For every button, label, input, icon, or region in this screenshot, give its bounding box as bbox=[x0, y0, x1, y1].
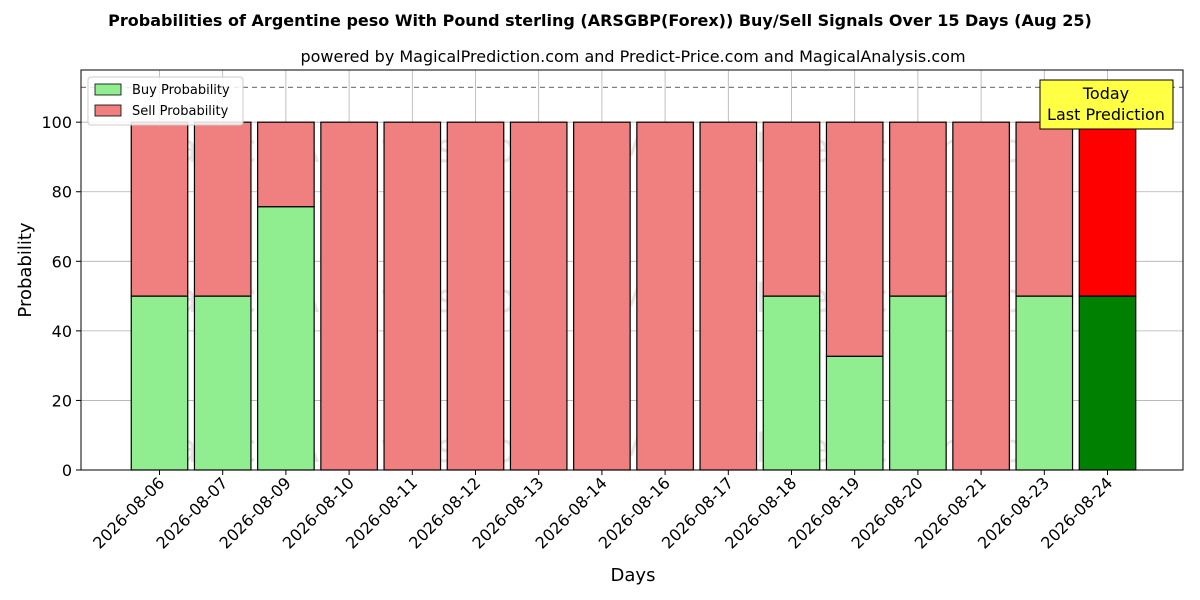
bar-buy bbox=[762, 295, 821, 471]
bars bbox=[130, 121, 1137, 471]
bar-buy bbox=[193, 295, 252, 471]
chart-subtitle: powered by MagicalPrediction.com and Pre… bbox=[300, 47, 965, 66]
legend-frame bbox=[87, 76, 244, 126]
bar-sell bbox=[762, 121, 821, 297]
bar-sell bbox=[130, 121, 189, 297]
chart-title: Probabilities of Argentine peso With Pou… bbox=[108, 11, 1092, 30]
bar-sell bbox=[1078, 121, 1137, 297]
bar-sell bbox=[193, 121, 252, 297]
y-tick-label: 20 bbox=[52, 391, 72, 410]
x-axis: 2026-08-062026-08-072026-08-092026-08-10… bbox=[89, 470, 1116, 553]
y-tick-label: 100 bbox=[41, 113, 72, 132]
y-tick-label: 80 bbox=[52, 183, 72, 202]
bar-sell bbox=[699, 121, 758, 471]
y-tick-label: 0 bbox=[62, 461, 72, 480]
y-axis-label: Probability bbox=[15, 222, 36, 317]
bar-buy bbox=[130, 295, 189, 471]
bar-sell bbox=[320, 121, 378, 471]
y-tick-label: 40 bbox=[52, 322, 72, 341]
legend-swatch-buy bbox=[94, 83, 122, 96]
legend-label-sell: Sell Probability bbox=[132, 104, 229, 119]
legend-label-buy: Buy Probability bbox=[132, 83, 230, 98]
bar-sell bbox=[636, 121, 694, 471]
y-tick-label: 60 bbox=[52, 252, 72, 271]
x-axis-label: Days bbox=[611, 565, 656, 586]
bar-sell bbox=[573, 121, 631, 471]
today-annotation: Today Last Prediction bbox=[1039, 79, 1174, 130]
bar-sell bbox=[825, 121, 884, 357]
bar-sell bbox=[446, 121, 505, 471]
plot-frame bbox=[80, 69, 1184, 471]
bar-sell bbox=[1015, 121, 1074, 297]
bar-sell bbox=[889, 121, 947, 297]
bar-buy bbox=[889, 295, 947, 471]
legend-swatch-sell bbox=[94, 104, 122, 117]
legend: Buy Probability Sell Probability bbox=[87, 76, 244, 126]
annotation-line-2: Last Prediction bbox=[1047, 105, 1165, 124]
annotation-box bbox=[1039, 79, 1174, 130]
bar-sell bbox=[257, 121, 315, 208]
bar-buy bbox=[1015, 295, 1074, 471]
bar-sell bbox=[383, 121, 442, 471]
bar-buy bbox=[825, 355, 884, 471]
annotation-line-1: Today bbox=[1082, 84, 1129, 103]
bar-buy bbox=[1078, 295, 1137, 471]
bar-sell bbox=[952, 121, 1010, 471]
y-axis: 0 20 40 60 80 100 bbox=[41, 113, 81, 480]
bar-buy bbox=[257, 206, 315, 471]
bar-sell bbox=[509, 121, 568, 471]
